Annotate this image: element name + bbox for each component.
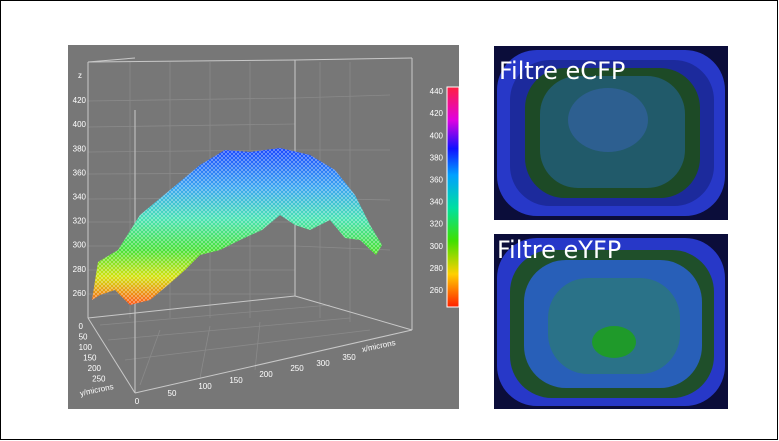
surface [92, 148, 382, 305]
z-tick-label: 320 [73, 217, 87, 226]
y-tick-label: 50 [79, 333, 88, 342]
z-axis-label: z [78, 71, 82, 80]
x-tick-label: 250 [290, 364, 304, 373]
y-tick-label: 150 [83, 354, 97, 363]
surface-plot: z420400380360340320300280260050100150200… [68, 45, 460, 409]
colorbar-tick-label: 340 [430, 198, 444, 207]
image-title: Filtre eCFP [499, 57, 625, 85]
x-tick-label: 300 [316, 359, 330, 368]
x-tick-label: 0 [135, 397, 140, 406]
x-tick-label: 100 [198, 382, 212, 391]
colorbar-tick-label: 320 [430, 220, 444, 229]
y-tick-label: 200 [88, 364, 102, 373]
colorbar-tick-label: 280 [430, 264, 444, 273]
y-tick-label: 100 [79, 343, 93, 352]
colorbar-tick-label: 420 [430, 109, 444, 118]
z-tick-label: 380 [73, 144, 87, 153]
z-tick-label: 300 [73, 241, 87, 250]
z-tick-label: 420 [73, 96, 87, 105]
colorbar-tick-label: 440 [430, 87, 444, 96]
z-tick-label: 280 [73, 265, 87, 274]
y-tick-label: 0 [79, 322, 84, 331]
colorbar-tick-label: 380 [430, 153, 444, 162]
colorbar-tick-label: 400 [430, 131, 444, 140]
y-tick-label: 250 [92, 375, 106, 384]
colorbar-tick-label: 260 [430, 286, 444, 295]
z-tick-label: 400 [73, 120, 87, 129]
x-tick-label: 150 [229, 376, 243, 385]
image-title: Filtre eYFP [497, 236, 621, 264]
z-tick-label: 340 [73, 193, 87, 202]
colorbar-tick-label: 300 [430, 242, 444, 251]
x-tick-label: 350 [342, 353, 356, 362]
x-tick-label: 50 [168, 389, 177, 398]
eyfp-image: Filtre eYFP [494, 234, 728, 409]
z-tick-label: 260 [73, 289, 87, 298]
z-tick-label: 360 [73, 168, 87, 177]
colorbar [446, 86, 460, 308]
x-tick-label: 200 [259, 370, 273, 379]
colorbar-tick-label: 360 [430, 176, 444, 185]
ecfp-image: Filtre eCFP [494, 46, 728, 220]
